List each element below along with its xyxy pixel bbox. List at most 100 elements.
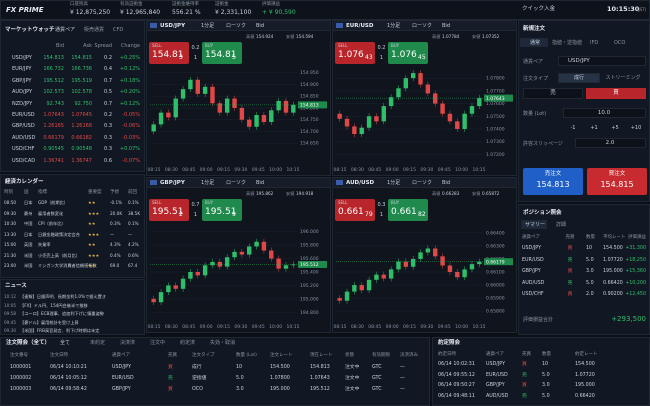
panel-title: ポジション照会 <box>523 210 562 216</box>
tab[interactable]: 未約定 <box>90 340 106 346</box>
step[interactable]: +5 <box>611 125 619 131</box>
qty[interactable]: 10.0 <box>597 109 611 116</box>
pair: GBP/JPY <box>160 179 185 186</box>
buy-small[interactable]: 5 <box>232 54 236 61</box>
buy-big[interactable]: 0.661 <box>391 207 417 217</box>
col-head: 売買 <box>522 352 531 357</box>
order-cell: GTC <box>372 387 382 392</box>
x-tick-label: 09:15 <box>403 324 416 330</box>
candle <box>291 104 296 113</box>
y-tick-label: 196.000 <box>300 229 319 235</box>
order-cell: 逆指値 <box>192 376 207 381</box>
sell-small[interactable]: 79 <box>365 211 373 218</box>
pos-cell: 5.0 <box>586 257 594 263</box>
quick-deposit[interactable]: クイック入金 <box>522 6 556 12</box>
y-tick-label: 1.07700 <box>486 88 505 94</box>
cal-cell: 英国 <box>24 242 33 247</box>
buy-label[interactable]: BUY <box>391 43 400 48</box>
candle <box>396 261 401 270</box>
flag <box>150 180 157 185</box>
pair[interactable]: USD/JPY <box>568 57 590 64</box>
candle <box>232 251 237 258</box>
tab[interactable]: サマリー <box>525 221 546 228</box>
tab[interactable]: IFD <box>590 39 599 46</box>
buy-big[interactable]: 195.51 <box>205 207 237 217</box>
tab[interactable]: 全て <box>60 340 71 346</box>
type[interactable]: 成行 <box>573 74 585 81</box>
pair: USD/JPY <box>12 55 32 61</box>
candle <box>359 285 364 291</box>
buy-big[interactable]: 1.076 <box>391 50 417 60</box>
tab[interactable]: 通常 <box>530 39 541 46</box>
tab[interactable]: 注文中 <box>150 340 166 346</box>
trade-cell: 06/14 09:48:11 <box>438 393 475 399</box>
x-tick-label: 09:00 <box>386 324 399 330</box>
total-label: 評価損益合計 <box>523 317 554 323</box>
buy-label[interactable]: BUY <box>205 200 214 205</box>
pos-cell: +12,450 <box>625 292 646 297</box>
tab[interactable]: 決済済 <box>120 340 136 346</box>
step[interactable]: +1 <box>590 125 598 131</box>
sell-big[interactable]: 154.81 <box>152 50 184 60</box>
candle <box>232 98 237 108</box>
col-head: 時刻 <box>4 190 13 195</box>
buy-label[interactable]: BUY <box>205 43 214 48</box>
cal-cell: 69.0 <box>110 263 120 268</box>
cal-cell: 米国 <box>24 263 33 268</box>
sell-label[interactable]: SELL <box>152 200 162 205</box>
step[interactable]: +10 <box>630 125 642 131</box>
tab[interactable]: 指値・逆指値 <box>552 39 583 46</box>
candle <box>195 272 200 276</box>
last-price: 1.07643 <box>486 96 505 102</box>
buy-small[interactable]: 82 <box>418 211 426 218</box>
stat-value: + ¥ 90,590 <box>262 9 296 16</box>
sell-label[interactable]: SELL <box>338 43 348 48</box>
sell-label[interactable]: SELL <box>152 43 162 48</box>
buy-order-price[interactable]: 154.815 <box>600 180 634 189</box>
change: +0.12% <box>119 100 140 107</box>
tab[interactable]: 失効・取消 <box>210 340 236 346</box>
buy-order-label[interactable]: 買注文 <box>608 171 626 177</box>
tab[interactable]: OCO <box>614 39 626 46</box>
type[interactable]: ストリーミング <box>605 74 641 81</box>
buy-big[interactable]: 154.81 <box>205 50 237 60</box>
slip[interactable]: 2.0 <box>605 139 615 146</box>
sell-label[interactable]: SELL <box>338 200 348 205</box>
tab[interactable]: CFD <box>113 27 124 33</box>
buy-small[interactable]: 45 <box>418 54 426 61</box>
sell-big[interactable]: 195.51 <box>152 207 184 217</box>
sell-order-label[interactable]: 売注文 <box>544 171 562 177</box>
ask: 1.07645 <box>71 112 92 118</box>
news-time: 09:45 <box>4 319 17 325</box>
candle <box>261 241 267 251</box>
candle <box>352 285 357 292</box>
x-tick-label: 09:15 <box>403 167 416 173</box>
low-label: 安値 <box>472 34 481 39</box>
step[interactable]: -1 <box>570 125 576 131</box>
bid: 0.90545 <box>43 146 64 153</box>
y-tick-label: 154.950 <box>300 70 319 76</box>
candle <box>276 258 281 269</box>
sell-small[interactable]: 2 <box>179 211 183 218</box>
tab[interactable]: 販売通貨 <box>84 27 105 33</box>
tab[interactable]: 約定済 <box>180 340 196 346</box>
news-text: 【米国】FRB高官発言、利下げ時期は未定 <box>20 328 100 333</box>
news-time: 10:05 <box>4 302 17 308</box>
tab[interactable]: 詳細 <box>556 221 567 228</box>
tab[interactable]: 通貨ペア <box>55 27 76 33</box>
sell-order-price[interactable]: 154.813 <box>536 180 570 189</box>
change: +0.18% <box>119 77 140 84</box>
side[interactable]: 買 <box>613 90 619 96</box>
sell-big[interactable]: 0.661 <box>338 207 364 217</box>
price-chart: 1.07200 1.07300 1.07400 1.07500 1.07600 1.077… <box>334 70 513 173</box>
buy-small[interactable]: 9 <box>232 211 236 218</box>
sell-big[interactable]: 1.076 <box>338 50 364 60</box>
ask: 195.519 <box>71 77 92 84</box>
sell-small[interactable]: 43 <box>365 54 373 61</box>
candle <box>337 113 342 119</box>
side[interactable]: 売 <box>550 90 556 96</box>
pos-cell: 買 <box>567 246 573 251</box>
sell-button <box>149 42 189 64</box>
sell-small[interactable]: 3 <box>179 54 183 61</box>
buy-label[interactable]: BUY <box>391 200 400 205</box>
